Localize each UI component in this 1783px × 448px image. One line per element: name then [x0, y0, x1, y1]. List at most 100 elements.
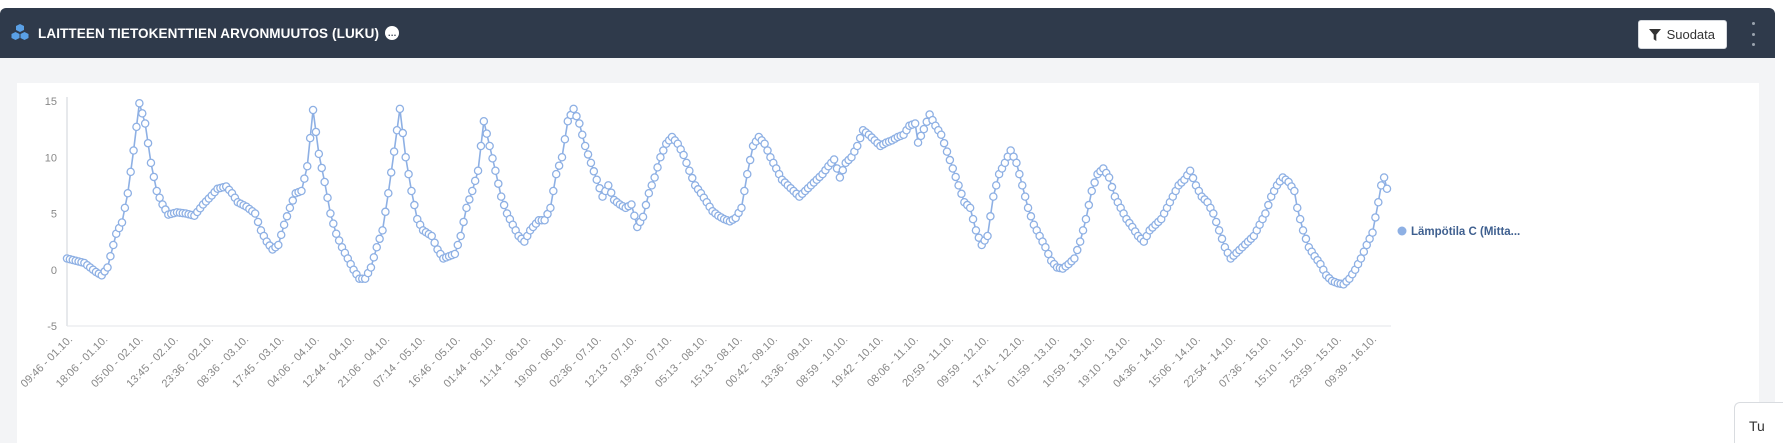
data-point[interactable]: [1301, 234, 1311, 244]
data-point[interactable]: [381, 207, 390, 217]
data-point[interactable]: [499, 200, 509, 210]
data-point[interactable]: [1018, 181, 1027, 190]
data-point[interactable]: [647, 181, 656, 190]
data-point[interactable]: [1041, 242, 1050, 252]
data-point[interactable]: [760, 139, 769, 149]
data-point[interactable]: [372, 242, 381, 252]
data-point[interactable]: [120, 203, 130, 213]
comment-icon[interactable]: …: [385, 26, 400, 40]
data-point[interactable]: [491, 166, 500, 176]
data-point[interactable]: [554, 161, 564, 170]
data-point[interactable]: [688, 173, 697, 183]
data-point[interactable]: [303, 162, 312, 171]
data-point[interactable]: [135, 98, 144, 108]
data-point[interactable]: [462, 203, 471, 213]
data-point[interactable]: [155, 193, 164, 203]
data-point[interactable]: [1107, 182, 1117, 192]
data-point[interactable]: [1087, 186, 1096, 196]
data-point[interactable]: [627, 200, 636, 209]
data-point[interactable]: [1084, 200, 1094, 210]
data-point[interactable]: [919, 124, 929, 134]
data-point[interactable]: [1261, 209, 1270, 218]
data-point[interactable]: [569, 104, 578, 114]
data-point[interactable]: [453, 240, 463, 250]
data-point[interactable]: [129, 146, 138, 155]
data-point[interactable]: [1290, 186, 1299, 196]
data-point[interactable]: [482, 129, 491, 138]
data-point[interactable]: [300, 174, 309, 183]
data-point[interactable]: [650, 173, 659, 182]
data-point[interactable]: [1214, 226, 1224, 235]
data-point[interactable]: [737, 203, 746, 213]
data-point[interactable]: [638, 212, 648, 222]
data-point[interactable]: [1209, 209, 1218, 218]
data-point[interactable]: [641, 200, 651, 210]
data-point[interactable]: [317, 163, 326, 173]
data-point[interactable]: [103, 263, 112, 272]
data-point[interactable]: [132, 122, 141, 132]
data-point[interactable]: [1078, 226, 1088, 235]
data-point[interactable]: [473, 166, 483, 176]
data-point[interactable]: [456, 231, 465, 241]
data-point[interactable]: [375, 234, 384, 244]
data-point[interactable]: [572, 111, 581, 121]
data-point[interactable]: [546, 203, 555, 213]
data-point[interactable]: [1211, 217, 1221, 227]
data-point[interactable]: [1188, 173, 1198, 183]
data-point[interactable]: [282, 212, 292, 221]
data-point[interactable]: [991, 181, 1001, 190]
data-point[interactable]: [644, 189, 654, 198]
data-point[interactable]: [745, 155, 755, 165]
data-point[interactable]: [1295, 214, 1305, 224]
data-point[interactable]: [1368, 228, 1377, 237]
data-point[interactable]: [488, 154, 497, 163]
data-point[interactable]: [910, 119, 920, 128]
data-point[interactable]: [659, 146, 668, 155]
data-point[interactable]: [656, 153, 665, 162]
data-point[interactable]: [592, 175, 601, 185]
data-point[interactable]: [1104, 173, 1114, 182]
data-point[interactable]: [948, 164, 958, 173]
data-point[interactable]: [106, 251, 115, 261]
data-point[interactable]: [149, 172, 159, 182]
data-point[interactable]: [1217, 234, 1227, 244]
data-point[interactable]: [913, 138, 923, 147]
data-point[interactable]: [276, 230, 286, 240]
data-point[interactable]: [459, 217, 468, 227]
data-point[interactable]: [586, 158, 596, 168]
data-point[interactable]: [334, 236, 344, 245]
data-point[interactable]: [829, 155, 839, 164]
data-point[interactable]: [1073, 245, 1082, 255]
data-point[interactable]: [606, 188, 616, 197]
data-point[interactable]: [580, 141, 590, 151]
data-point[interactable]: [1026, 212, 1036, 221]
data-point[interactable]: [1012, 158, 1021, 168]
data-point[interactable]: [983, 231, 992, 241]
data-point[interactable]: [957, 189, 966, 199]
data-point[interactable]: [939, 138, 949, 148]
data-point[interactable]: [323, 193, 332, 203]
data-point[interactable]: [583, 150, 593, 159]
data-point[interactable]: [288, 196, 298, 205]
data-point[interactable]: [305, 133, 315, 143]
data-point[interactable]: [430, 238, 439, 247]
data-point[interactable]: [685, 166, 694, 176]
data-point[interactable]: [1379, 173, 1389, 182]
data-point[interactable]: [1374, 198, 1383, 207]
data-point[interactable]: [835, 173, 845, 182]
data-point[interactable]: [378, 226, 387, 235]
data-point[interactable]: [450, 249, 460, 259]
data-point[interactable]: [1382, 184, 1392, 194]
legend-marker[interactable]: [1397, 226, 1407, 236]
data-point[interactable]: [936, 130, 946, 140]
data-point[interactable]: [1070, 254, 1079, 263]
data-point[interactable]: [682, 158, 691, 168]
data-point[interactable]: [152, 186, 161, 196]
data-point[interactable]: [965, 203, 975, 213]
data-point[interactable]: [398, 128, 408, 138]
data-point[interactable]: [285, 203, 295, 213]
data-point[interactable]: [989, 192, 998, 201]
data-point[interactable]: [369, 253, 379, 262]
data-point[interactable]: [117, 218, 127, 227]
legend-label[interactable]: Lämpötila C (Mitta...: [1411, 226, 1520, 238]
